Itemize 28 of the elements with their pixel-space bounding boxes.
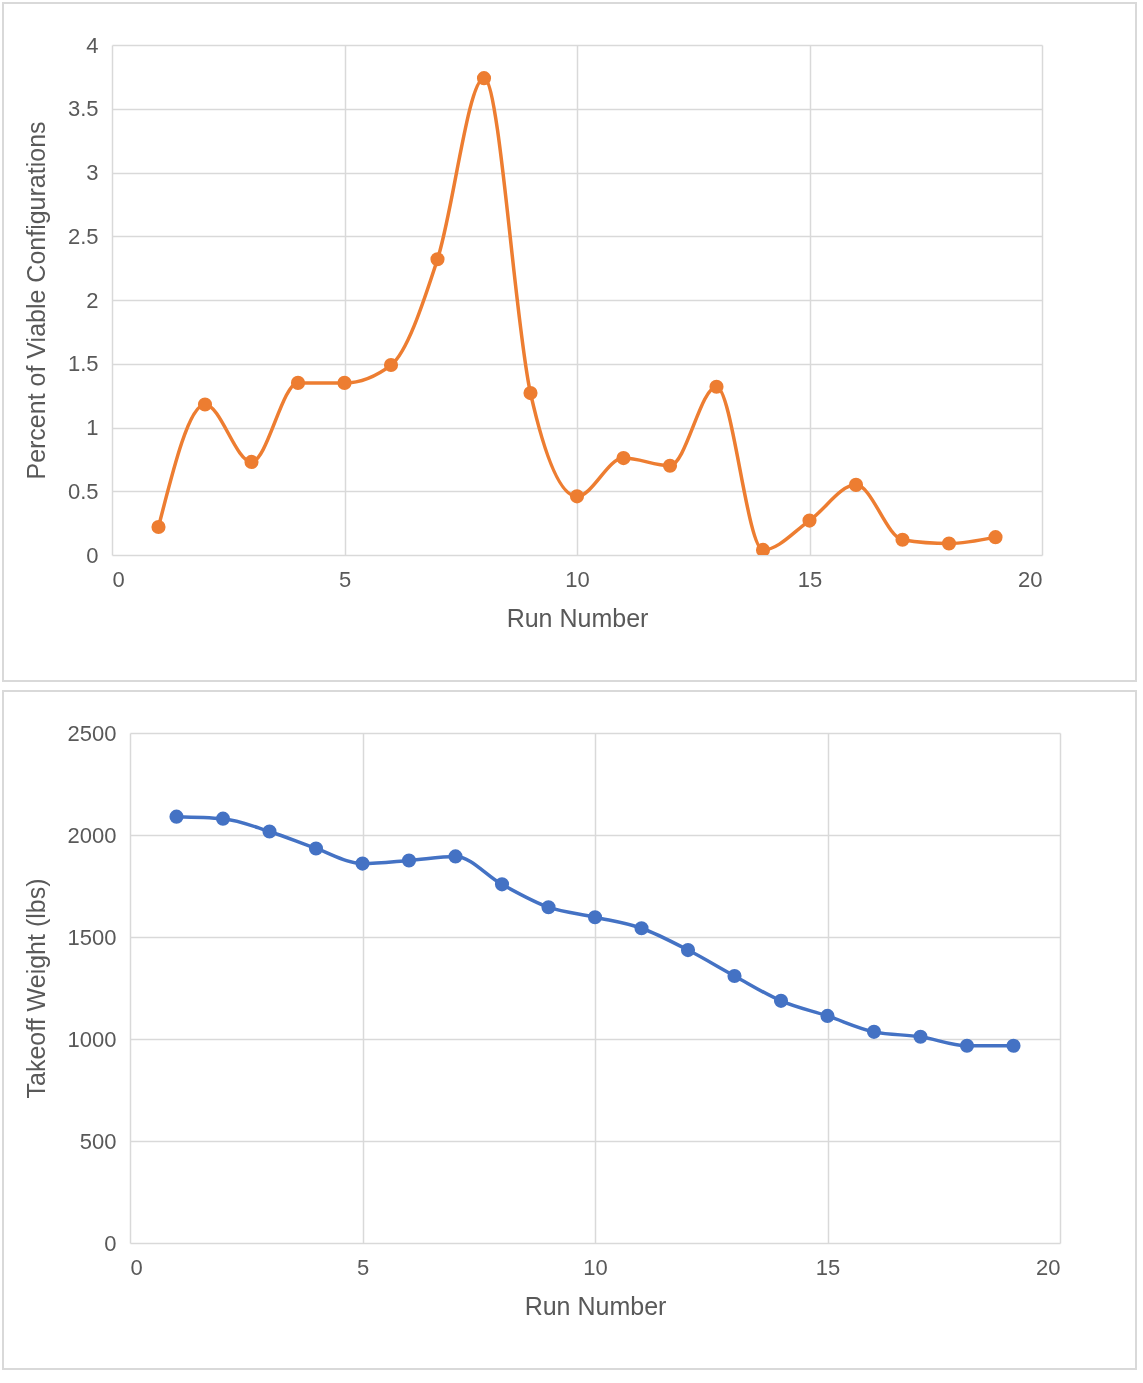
x-tick-label: 15 xyxy=(815,1254,841,1280)
y-tick-label: 0.5 xyxy=(67,478,99,504)
x-axis-title: Run Number xyxy=(506,603,649,632)
y-tick-label: 3 xyxy=(86,160,99,185)
y-tick-label: 0 xyxy=(104,1230,117,1256)
x-tick-label: 15 xyxy=(797,566,823,592)
y-tick-label: 2 xyxy=(86,287,99,313)
x-tick-label: 10 xyxy=(565,566,590,592)
x-tick-label: 5 xyxy=(356,1254,370,1280)
y-tick-label: 4 xyxy=(86,32,99,58)
x-axis-title: Run Number xyxy=(524,1291,667,1320)
y-tick-label: 1000 xyxy=(67,1026,117,1052)
x-tick-label: 10 xyxy=(583,1254,608,1280)
y-tick-label: 500 xyxy=(79,1128,117,1154)
y-tick-label: 3.5 xyxy=(67,96,99,122)
y-axis-title: Percent of Viable Configurations xyxy=(21,121,50,480)
y-tick-label: 2000 xyxy=(67,822,117,848)
x-tick-label: 5 xyxy=(338,566,352,592)
y-tick-label: 1.5 xyxy=(67,351,99,377)
x-tick-label: 20 xyxy=(1036,1254,1061,1280)
y-tick-label: 1 xyxy=(86,415,99,440)
y-tick-label: 2500 xyxy=(67,720,117,746)
y-axis-title: Takeoff Weight (lbs) xyxy=(21,878,50,1099)
x-tick-label: 20 xyxy=(1018,566,1043,592)
y-tick-label: 0 xyxy=(86,542,99,568)
y-tick-label: 2.5 xyxy=(67,223,99,249)
y-tick-label: 1500 xyxy=(67,924,117,950)
x-tick-label: 0 xyxy=(130,1254,143,1280)
